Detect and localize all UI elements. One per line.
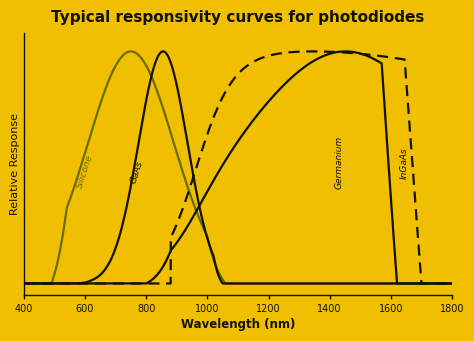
Title: Typical responsivity curves for photodiodes: Typical responsivity curves for photodio… bbox=[51, 10, 425, 25]
Text: GaAs: GaAs bbox=[129, 160, 145, 184]
Text: InGaAs: InGaAs bbox=[400, 147, 409, 179]
Y-axis label: Relative Response: Relative Response bbox=[10, 113, 20, 215]
X-axis label: Wavelength (nm): Wavelength (nm) bbox=[181, 318, 295, 331]
Text: Silicone: Silicone bbox=[75, 154, 95, 190]
Text: Germanium: Germanium bbox=[334, 136, 343, 189]
